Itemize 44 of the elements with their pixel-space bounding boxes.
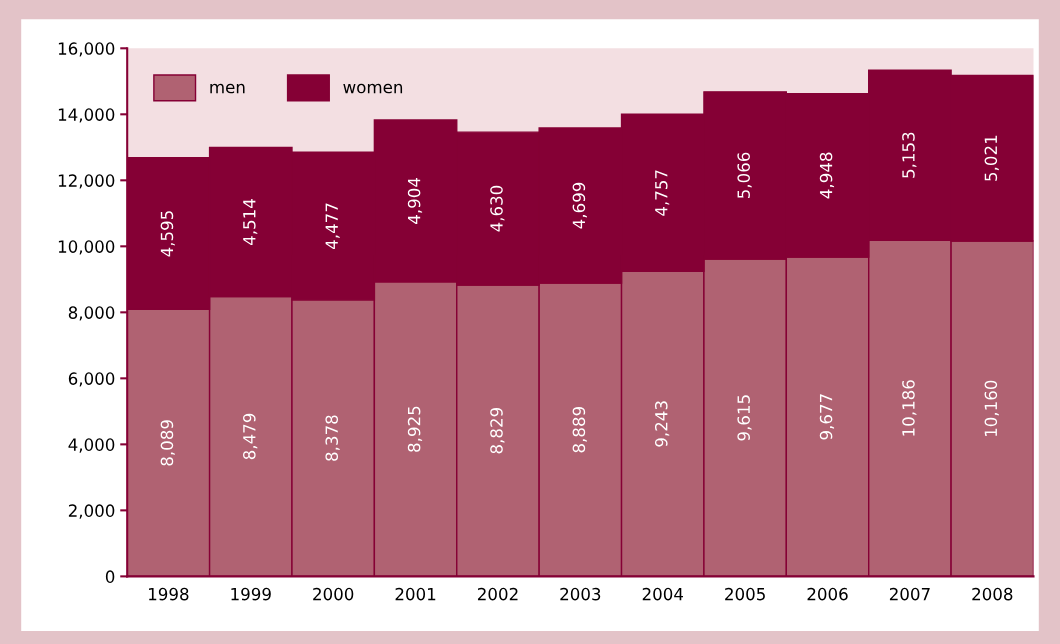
y-tick-label: 14,000 bbox=[58, 108, 115, 123]
data-label: 5,066 bbox=[737, 152, 752, 199]
data-label: 8,925 bbox=[407, 406, 423, 452]
y-tick-label: 8,000 bbox=[68, 306, 115, 321]
x-tick-label: 2004 bbox=[642, 587, 684, 601]
data-label: 8,378 bbox=[325, 415, 340, 461]
data-label: 9,677 bbox=[819, 394, 835, 440]
legend-label: women bbox=[343, 83, 403, 94]
data-label: 4,757 bbox=[655, 170, 670, 216]
data-label: 4,514 bbox=[243, 199, 258, 246]
data-label: 5,021 bbox=[984, 135, 999, 181]
data-label: 8,479 bbox=[243, 413, 258, 460]
data-label: 9,615 bbox=[737, 395, 752, 441]
data-label: 10,186 bbox=[902, 380, 917, 436]
y-tick-label: 16,000 bbox=[58, 42, 115, 57]
data-label: 4,699 bbox=[572, 182, 587, 229]
x-tick-label: 2002 bbox=[477, 587, 518, 601]
data-label: 4,948 bbox=[819, 152, 835, 199]
data-label: 8,829 bbox=[490, 407, 505, 454]
data-label: 10,160 bbox=[984, 380, 999, 437]
data-label: 4,904 bbox=[407, 177, 423, 224]
data-label: 4,477 bbox=[325, 203, 340, 250]
y-tick-label: 4,000 bbox=[68, 438, 115, 453]
y-tick-label: 10,000 bbox=[58, 240, 115, 255]
data-label: 4,595 bbox=[160, 211, 175, 257]
x-tick-label: 2008 bbox=[972, 587, 1013, 601]
x-tick-label: 2003 bbox=[560, 587, 601, 601]
data-label: 4,630 bbox=[490, 185, 505, 232]
y-tick-label: 6,000 bbox=[68, 372, 115, 387]
data-label: 5,153 bbox=[902, 132, 917, 178]
data-label: 8,889 bbox=[572, 407, 587, 453]
x-tick-label: 2007 bbox=[889, 587, 930, 601]
x-tick-label: 1999 bbox=[231, 587, 271, 601]
data-label: 9,243 bbox=[654, 401, 670, 447]
x-tick-label: 2001 bbox=[395, 587, 436, 601]
x-tick-label: 2000 bbox=[313, 587, 354, 601]
y-tick-label: 0 bbox=[105, 570, 115, 583]
legend-label: men bbox=[210, 83, 245, 94]
x-tick-label: 1998 bbox=[149, 587, 189, 601]
y-tick-label: 2,000 bbox=[68, 504, 115, 519]
x-tick-label: 2005 bbox=[725, 587, 765, 601]
data-label: 8,089 bbox=[160, 420, 175, 466]
x-tick-label: 2006 bbox=[807, 587, 848, 601]
y-tick-label: 12,000 bbox=[58, 174, 115, 189]
